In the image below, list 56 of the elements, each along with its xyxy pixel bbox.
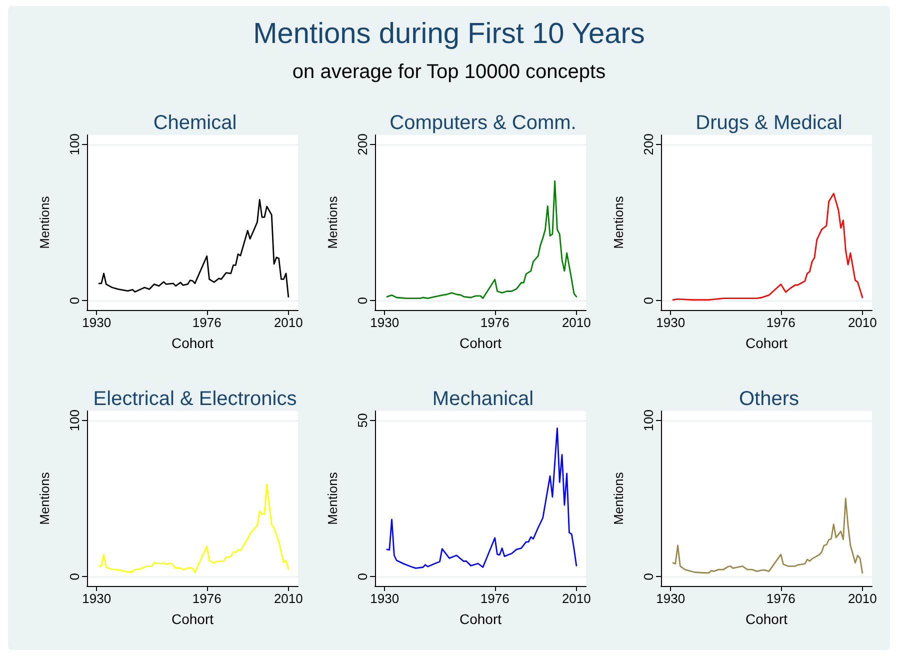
x-tick-label: 1976 (766, 591, 796, 606)
y-tick-label: 200 (355, 134, 370, 156)
y-tick-label: 0 (641, 573, 656, 580)
y-axis-title: Mentions (325, 472, 340, 525)
line-series (386, 180, 578, 299)
x-tick-label: 1930 (370, 315, 400, 330)
x-tick-label: 2010 (274, 315, 303, 330)
x-tick-label: 2010 (562, 315, 591, 330)
x-axis-title: Cohort (459, 611, 502, 627)
y-axis-title: Mentions (611, 472, 626, 525)
x-tick-label: 1976 (766, 315, 796, 330)
y-tick-label: 50 (355, 413, 370, 428)
x-tick-label: 1976 (192, 591, 222, 606)
line-series (386, 427, 578, 569)
chart-title: Computers & Comm. (390, 112, 576, 134)
x-tick-label: 2010 (562, 591, 591, 606)
y-axis-title: Mentions (611, 196, 626, 249)
x-tick-label: 1976 (192, 315, 222, 330)
x-tick-label: 2010 (274, 591, 303, 606)
line-series (98, 198, 290, 298)
text: Mentions during First 10 Years (252, 18, 646, 51)
chart-title: Mechanical (432, 388, 534, 410)
y-tick-label: 0 (355, 297, 370, 304)
y-tick-label: 0 (67, 297, 82, 304)
chart-title: Others (738, 388, 800, 410)
y-tick-label: 100 (641, 410, 656, 432)
chart-title: Drugs & Medical (696, 112, 842, 134)
line-series (672, 192, 864, 301)
y-tick-label: 0 (67, 573, 82, 580)
line-series (672, 498, 864, 574)
y-axis-title: Mentions (37, 196, 52, 249)
y-tick-label: 100 (67, 134, 82, 156)
x-tick-label: 1930 (370, 591, 400, 606)
x-tick-label: 1976 (480, 315, 510, 330)
x-tick-label: 1930 (82, 591, 112, 606)
y-tick-label: 0 (355, 573, 370, 580)
x-axis-title: Cohort (171, 611, 214, 627)
x-tick-label: 2010 (848, 591, 877, 606)
y-tick-label: 0 (641, 297, 656, 304)
x-tick-label: 1930 (82, 315, 112, 330)
x-axis-title: Cohort (745, 611, 788, 627)
x-tick-label: 1930 (656, 591, 686, 606)
line-series (98, 483, 290, 573)
chart-title: Chemical (153, 112, 237, 134)
y-axis-title: Mentions (325, 196, 340, 249)
x-axis-title: Cohort (171, 335, 214, 351)
x-axis-title: Cohort (745, 335, 788, 351)
x-tick-label: 1930 (656, 315, 686, 330)
x-tick-label: 2010 (848, 315, 877, 330)
text: on average for Top 10000 concepts (291, 61, 607, 84)
y-tick-label: 100 (67, 410, 82, 432)
x-axis-title: Cohort (459, 335, 502, 351)
y-tick-label: 200 (641, 134, 656, 156)
chart-title: Electrical & Electronics (93, 388, 297, 410)
y-axis-title: Mentions (37, 472, 52, 525)
x-tick-label: 1976 (480, 591, 510, 606)
